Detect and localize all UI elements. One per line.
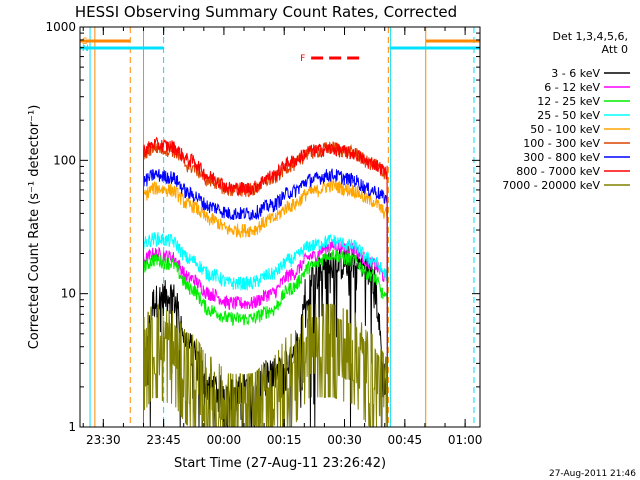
series-line bbox=[143, 248, 388, 427]
legend-label: 50 - 100 keV bbox=[530, 123, 600, 136]
state-label: N bbox=[82, 44, 89, 54]
y-tick-label: 1000 bbox=[45, 20, 76, 34]
series-line bbox=[143, 232, 388, 427]
series-line bbox=[143, 168, 388, 427]
x-tick-label: 00:45 bbox=[388, 433, 423, 447]
legend-title-attenuator: Att 0 bbox=[602, 43, 628, 56]
series-line bbox=[143, 136, 388, 427]
chart-title: HESSI Observing Summary Count Rates, Cor… bbox=[75, 3, 457, 21]
plot-area: SN F bbox=[80, 27, 480, 427]
legend-label: 12 - 25 keV bbox=[537, 95, 600, 108]
legend-label: 7000 - 20000 keV bbox=[502, 179, 600, 192]
timestamp: 27-Aug-2011 21:46 bbox=[549, 469, 636, 479]
x-axis-label: Start Time (27-Aug-11 23:26:42) bbox=[174, 456, 386, 471]
x-tick-label: 00:15 bbox=[267, 433, 302, 447]
x-tick-label: 00:30 bbox=[327, 433, 362, 447]
legend-title-detectors: Det 1,3,4,5,6, bbox=[552, 30, 628, 43]
y-tick-label: 100 bbox=[53, 153, 76, 167]
legend-label: 3 - 6 keV bbox=[551, 67, 600, 80]
y-tick-label: 10 bbox=[61, 287, 76, 301]
legend-label: 300 - 800 keV bbox=[523, 151, 600, 164]
y-axis-label: Corrected Count Rate (s⁻¹ detector⁻¹) bbox=[27, 105, 42, 350]
legend-label: 100 - 300 keV bbox=[523, 137, 600, 150]
legend-label: 6 - 12 keV bbox=[544, 81, 600, 94]
plot-frame bbox=[79, 26, 481, 428]
x-tick-label: 01:00 bbox=[448, 433, 483, 447]
x-tick-label: 23:45 bbox=[146, 433, 181, 447]
plot-clip-group bbox=[80, 27, 480, 427]
legend-label: 800 - 7000 keV bbox=[516, 165, 600, 178]
x-tick-label: 23:30 bbox=[86, 433, 121, 447]
state-label: F bbox=[300, 54, 305, 64]
x-tick-label: 00:00 bbox=[207, 433, 242, 447]
series-line bbox=[143, 178, 388, 427]
axes: 1 10 100 1000 23:30 23:45 00:00 00:15 00:30 00:45… bbox=[45, 20, 482, 447]
legend-label: 25 - 50 keV bbox=[537, 109, 600, 122]
y-tick-label: 1 bbox=[68, 420, 76, 434]
state-label: S bbox=[82, 37, 88, 47]
series-line bbox=[143, 303, 388, 427]
